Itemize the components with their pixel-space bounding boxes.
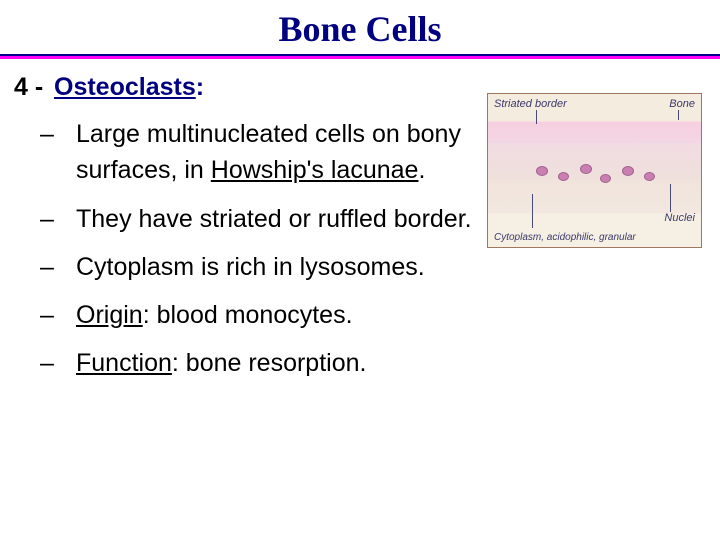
bullet-5-underline: Function [76,349,172,377]
nucleus-shape [600,174,611,183]
bullet-list: –Large multinucleated cells on bony surf… [14,116,477,382]
bullet-4-post: blood monocytes. [150,301,353,329]
bullet-5-post: bone resorption. [179,349,367,377]
figure-line [532,194,533,228]
nucleus-shape [580,164,592,174]
heading-number: 4 - [14,73,54,102]
list-item: –Large multinucleated cells on bony surf… [76,116,477,189]
numbered-heading: 4 - Osteoclasts: [14,73,477,102]
list-item: –Cytoplasm is rich in lysosomes. [76,249,477,285]
diagram-figure: Striated border Bone Nuclei Cytoplasm, a… [487,93,702,248]
figure-label-bone: Bone [669,98,695,110]
nucleus-shape [558,172,569,181]
figure-label-striated: Striated border [494,98,567,110]
bullet-1-underline: Howship's lacunae [211,156,419,184]
nucleus-shape [644,172,655,181]
bullet-3: Cytoplasm is rich in lysosomes. [76,253,425,281]
list-item: –Origin: blood monocytes. [76,297,477,333]
heading-label: Osteoclasts [54,73,196,101]
nucleus-shape [622,166,634,176]
content-area: 4 - Osteoclasts: –Large multinucleated c… [0,59,720,394]
figure-label-cytoplasm: Cytoplasm, acidophilic, granular [494,232,636,243]
heading-colon: : [196,73,204,101]
slide-title: Bone Cells [0,8,720,50]
bullet-5-colon: : [172,349,179,377]
figure-line [678,110,679,120]
figure-label-nuclei: Nuclei [664,212,695,224]
bullet-4-underline: Origin [76,301,143,329]
bullet-4-colon: : [143,301,150,329]
slide-header: Bone Cells [0,0,720,54]
list-item: –They have striated or ruffled border. [76,201,477,237]
heading-text: Osteoclasts: [54,73,204,102]
bullet-1-post: . [418,156,425,184]
figure-line [670,184,671,212]
figure-line [536,110,537,124]
nucleus-shape [536,166,548,176]
text-column: 4 - Osteoclasts: –Large multinucleated c… [14,73,487,394]
bullet-2: They have striated or ruffled border. [76,205,472,233]
list-item: –Function: bone resorption. [76,345,477,381]
